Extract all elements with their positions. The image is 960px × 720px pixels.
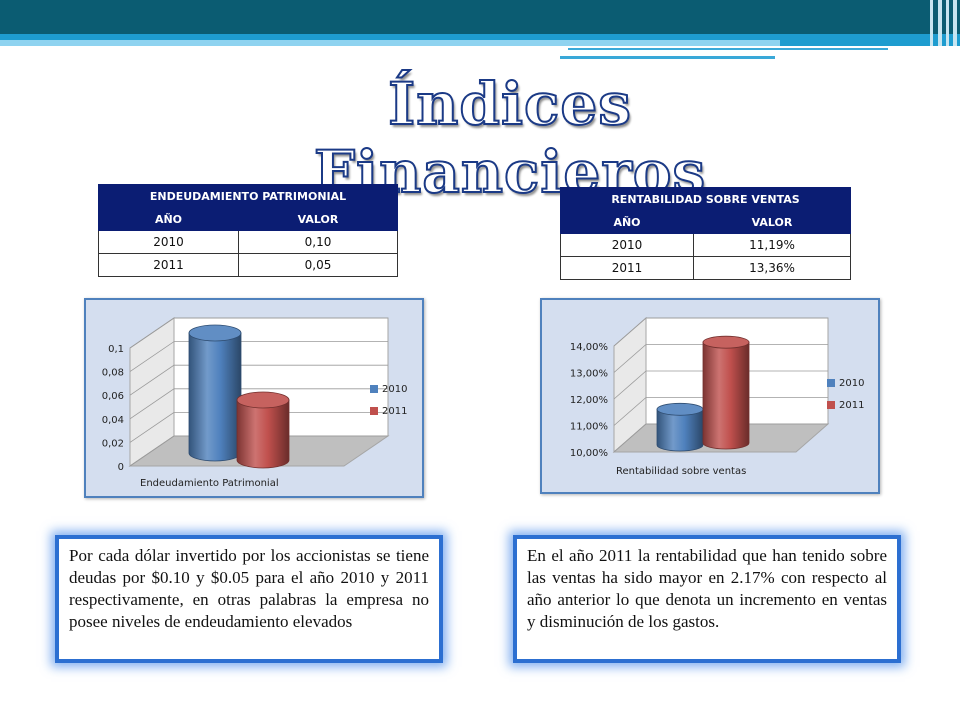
chart-gridline bbox=[129, 341, 388, 372]
legend-label: 2011 bbox=[382, 406, 407, 417]
textbox-rentabilidad: En el año 2011 la rentabilidad que han t… bbox=[513, 535, 901, 663]
cell-value: 13,36% bbox=[693, 256, 851, 280]
chart-endeudamiento-frame: 0 0,02 0,04 0,06 0,08 0,1 Endeudamiento Patrim… bbox=[84, 298, 424, 498]
chart-gridline bbox=[129, 412, 388, 443]
chart-gridline bbox=[613, 344, 828, 373]
table-row: 2010 11,19% bbox=[560, 233, 851, 257]
bar-2011 bbox=[702, 341, 750, 450]
table-row: 2011 0,05 bbox=[98, 253, 398, 277]
cell-year: 2010 bbox=[560, 233, 694, 257]
table-endeudamiento: ENDEUDAMIENTO PATRIMONIAL AÑO VALOR 2010… bbox=[98, 184, 398, 277]
header-band bbox=[0, 0, 960, 36]
chart-gridline bbox=[129, 435, 388, 467]
y-tick-label: 0,06 bbox=[102, 391, 124, 402]
cell-value: 11,19% bbox=[693, 233, 851, 257]
y-tick-label: 0 bbox=[118, 462, 124, 473]
table-row: 2011 13,36% bbox=[560, 256, 851, 280]
chart-rentabilidad-frame: 10,00% 11,00% 12,00% 13,00% 14,00% Rentabilid… bbox=[540, 298, 880, 494]
legend-swatch bbox=[827, 379, 835, 387]
column-header-value: VALOR bbox=[238, 207, 398, 231]
column-header-value: VALOR bbox=[693, 210, 851, 234]
table-title: ENDEUDAMIENTO PATRIMONIAL bbox=[98, 184, 398, 208]
y-tick-label: 13,00% bbox=[570, 369, 608, 380]
header-line bbox=[568, 48, 888, 50]
legend-label: 2011 bbox=[839, 400, 864, 411]
legend-label: 2010 bbox=[382, 384, 407, 395]
header-stripe bbox=[953, 0, 957, 46]
header-line bbox=[560, 56, 775, 59]
chart-gridline bbox=[613, 423, 828, 453]
textbox-endeudamiento: Por cada dólar invertido por los accioni… bbox=[55, 535, 443, 663]
legend-swatch bbox=[370, 407, 378, 415]
chart-gridline bbox=[613, 317, 828, 347]
y-tick-label: 14,00% bbox=[570, 342, 608, 353]
bar-top-2011 bbox=[702, 335, 750, 349]
legend-swatch bbox=[370, 385, 378, 393]
y-tick-label: 0,04 bbox=[102, 415, 124, 426]
y-tick-label: 0,08 bbox=[102, 368, 124, 379]
legend-swatch bbox=[827, 401, 835, 409]
x-category-label: Endeudamiento Patrimonial bbox=[140, 478, 279, 489]
cell-year: 2011 bbox=[98, 253, 239, 277]
table-row: 2010 0,10 bbox=[98, 230, 398, 254]
y-tick-label: 10,00% bbox=[570, 448, 608, 459]
cell-value: 0,05 bbox=[238, 253, 398, 277]
bar-top-2010 bbox=[656, 402, 704, 416]
cell-year: 2010 bbox=[98, 230, 239, 254]
bar-top-2010 bbox=[188, 324, 242, 342]
chart-gridline bbox=[129, 317, 388, 349]
bar-2011 bbox=[236, 399, 290, 469]
chart-gridline bbox=[129, 364, 388, 396]
table-rentabilidad: RENTABILIDAD SOBRE VENTAS AÑO VALOR 2010… bbox=[560, 187, 851, 280]
y-tick-label: 0,1 bbox=[108, 344, 124, 355]
bar-top-2011 bbox=[236, 391, 290, 409]
chart-endeudamiento: 0 0,02 0,04 0,06 0,08 0,1 Endeudamiento Patrim… bbox=[102, 317, 407, 489]
x-category-label: Rentabilidad sobre ventas bbox=[616, 466, 746, 477]
y-tick-label: 0,02 bbox=[102, 438, 124, 449]
column-header-year: AÑO bbox=[560, 210, 694, 234]
chart-gridline bbox=[129, 388, 388, 420]
bar-2010 bbox=[188, 332, 242, 462]
chart-gridline bbox=[613, 397, 828, 426]
header-stripe bbox=[938, 0, 942, 46]
cell-value: 0,10 bbox=[238, 230, 398, 254]
legend-label: 2010 bbox=[839, 378, 864, 389]
y-tick-label: 12,00% bbox=[570, 395, 608, 406]
cell-year: 2011 bbox=[560, 256, 694, 280]
y-tick-label: 11,00% bbox=[570, 422, 608, 433]
header-pale-band bbox=[0, 40, 780, 46]
chart-rentabilidad: 10,00% 11,00% 12,00% 13,00% 14,00% Rentabilid… bbox=[570, 316, 864, 477]
table-title: RENTABILIDAD SOBRE VENTAS bbox=[560, 187, 851, 211]
bar-2010 bbox=[656, 408, 704, 452]
header-stripe bbox=[930, 0, 933, 46]
chart-gridline bbox=[613, 370, 828, 400]
header-stripe bbox=[946, 0, 949, 46]
column-header-year: AÑO bbox=[98, 207, 239, 231]
